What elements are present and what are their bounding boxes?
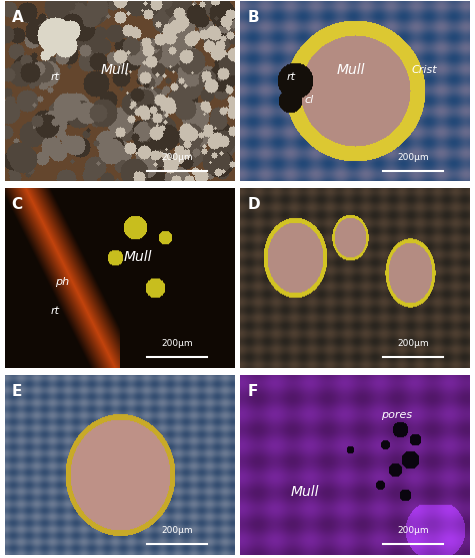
Text: rt: rt xyxy=(286,72,295,82)
Text: Mull: Mull xyxy=(101,62,129,76)
Text: F: F xyxy=(247,384,257,399)
Text: A: A xyxy=(12,10,23,25)
Text: E: E xyxy=(12,384,22,399)
Text: rt: rt xyxy=(51,72,60,82)
Text: B: B xyxy=(247,10,259,25)
Text: 200μm: 200μm xyxy=(162,526,193,535)
Text: Crist: Crist xyxy=(411,65,437,75)
Text: rt: rt xyxy=(51,306,60,316)
Text: 200μm: 200μm xyxy=(397,152,428,161)
Text: pores: pores xyxy=(381,410,412,420)
Text: 200μm: 200μm xyxy=(162,339,193,348)
Text: Mull: Mull xyxy=(124,249,152,263)
Text: 200μm: 200μm xyxy=(397,339,428,348)
Text: 200μm: 200μm xyxy=(162,152,193,161)
Text: cl: cl xyxy=(304,95,314,105)
Text: ph: ph xyxy=(55,277,69,287)
Text: 200μm: 200μm xyxy=(397,526,428,535)
Text: D: D xyxy=(247,197,260,212)
Text: Mull: Mull xyxy=(336,62,365,76)
Text: Mull: Mull xyxy=(291,485,319,499)
Text: C: C xyxy=(12,197,23,212)
